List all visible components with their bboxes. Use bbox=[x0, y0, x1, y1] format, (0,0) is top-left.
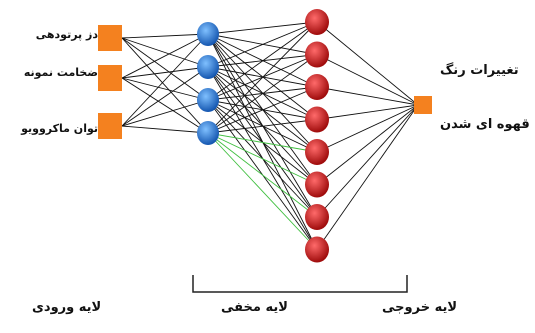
edge-hidden-output bbox=[207, 21, 318, 134]
edge-input-hidden bbox=[121, 37, 209, 68]
edge-output-final bbox=[316, 104, 419, 185]
hidden-node bbox=[197, 22, 219, 46]
output-node bbox=[305, 204, 329, 230]
input-label-microwave: توان ماکروویو bbox=[21, 122, 98, 135]
input-layer-label: لایه ورودی bbox=[32, 300, 102, 315]
hidden-layer-bracket bbox=[192, 275, 408, 293]
edge-hidden-output bbox=[207, 86, 318, 134]
edge-input-hidden bbox=[121, 125, 209, 134]
hidden-node bbox=[197, 121, 219, 145]
edge-hidden-output bbox=[207, 54, 318, 134]
output-node bbox=[305, 74, 329, 100]
output-label-color-change: تغییرات رنگ bbox=[440, 63, 519, 78]
input-node bbox=[98, 113, 122, 139]
hidden-node bbox=[197, 55, 219, 79]
hidden-node bbox=[197, 88, 219, 112]
edge-input-hidden bbox=[121, 33, 209, 127]
edge-output-final bbox=[316, 104, 419, 250]
output-node bbox=[305, 236, 329, 263]
edge-hidden-output bbox=[207, 21, 318, 35]
output-node bbox=[305, 9, 329, 35]
edge-output-final bbox=[316, 104, 419, 153]
connections bbox=[121, 21, 419, 250]
edge-input-hidden bbox=[121, 77, 209, 101]
input-label-dose: دز پرتودهی bbox=[35, 28, 98, 41]
edge-hidden-output bbox=[207, 21, 318, 68]
output-node bbox=[305, 106, 329, 133]
edge-input-hidden bbox=[121, 33, 209, 79]
output-label-browning: قهوه ای شدن bbox=[440, 117, 530, 132]
edge-output-final bbox=[316, 86, 419, 106]
input-node bbox=[98, 65, 122, 91]
edge-output-final bbox=[316, 104, 419, 218]
edge-input-hidden bbox=[121, 66, 209, 127]
edge-input-hidden bbox=[121, 99, 209, 127]
output-node bbox=[305, 139, 329, 165]
edge-hidden-output bbox=[207, 119, 318, 134]
input-label-thickness: ضخامت نمونه bbox=[23, 66, 98, 79]
output-node bbox=[305, 41, 329, 68]
output-layer-label: لایه خروجی bbox=[382, 300, 458, 315]
final-output-node bbox=[414, 96, 432, 114]
edge-hidden-output bbox=[207, 132, 318, 153]
edge-input-hidden bbox=[121, 37, 209, 101]
edge-output-final bbox=[316, 104, 419, 120]
edge-hidden-output bbox=[207, 21, 318, 101]
edge-input-hidden bbox=[121, 66, 209, 79]
edge-hidden-output bbox=[207, 132, 318, 185]
edge-output-final bbox=[316, 54, 419, 106]
input-node bbox=[98, 25, 122, 51]
edge-output-final bbox=[316, 21, 419, 106]
edge-hidden-output bbox=[207, 132, 318, 218]
edge-input-hidden bbox=[121, 33, 209, 39]
nodes bbox=[98, 9, 432, 263]
edge-input-hidden bbox=[121, 37, 209, 134]
hidden-layer-label: لایه مخفی bbox=[221, 300, 288, 315]
output-node bbox=[305, 171, 329, 198]
edge-input-hidden bbox=[121, 77, 209, 134]
edge-hidden-output bbox=[207, 132, 318, 250]
